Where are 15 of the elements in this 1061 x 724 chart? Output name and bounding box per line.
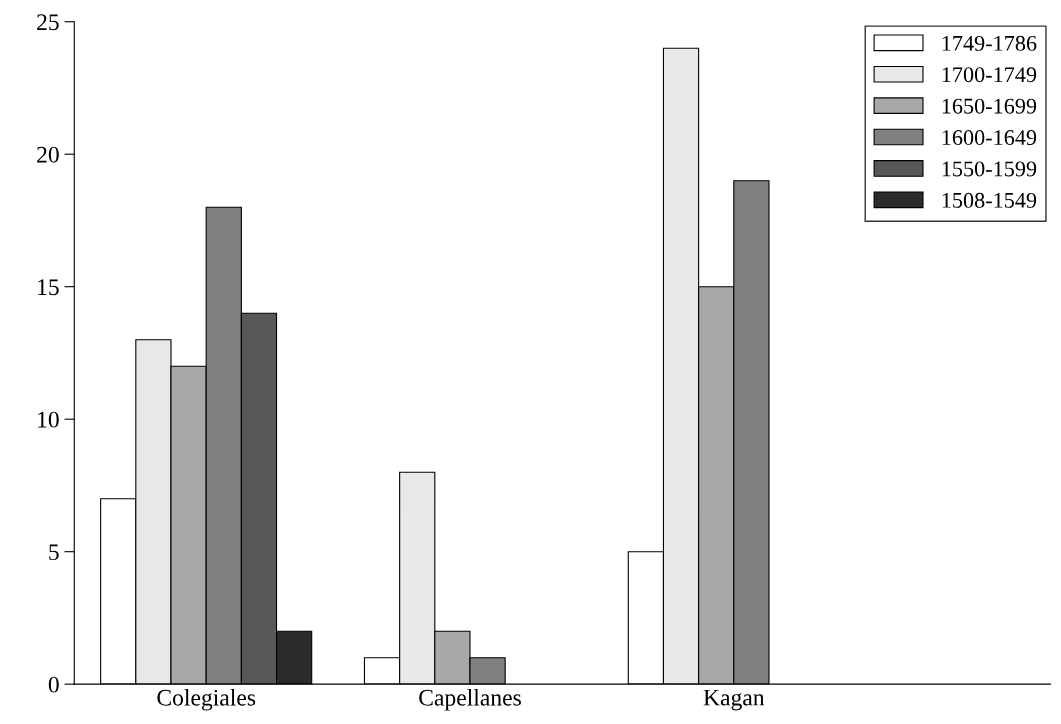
legend-label: 1550-1599 (942, 161, 1037, 177)
x-tick-label: Capellanes (419, 689, 521, 711)
y-tick-label: 25 (37, 14, 59, 31)
legend-label: 1700-1749 (942, 67, 1037, 83)
y-tick-label: 0 (48, 676, 59, 693)
legend-label: 1600-1649 (942, 130, 1037, 146)
y-tick-label: 20 (37, 146, 59, 163)
legend-label: 1749-1786 (942, 35, 1037, 51)
legend-label: 1508-1549 (942, 192, 1037, 208)
x-tick-label: Colegiales (157, 689, 256, 711)
y-tick-label: 15 (38, 279, 59, 296)
y-tick-label: 5 (49, 544, 59, 561)
legend-label: 1650-1699 (942, 98, 1037, 114)
x-tick-label: Kagan (703, 689, 765, 711)
y-tick-label: 10 (38, 411, 59, 428)
